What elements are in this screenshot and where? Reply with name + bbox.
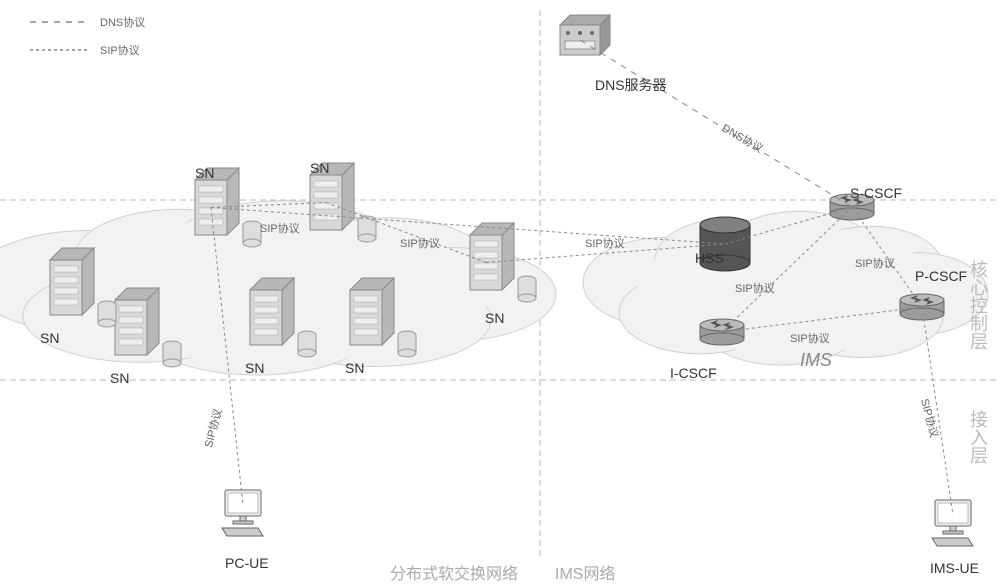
text-label: SIP协议: [100, 42, 140, 58]
text-label: 分布式软交换网络: [390, 560, 518, 584]
text-label: SN: [245, 360, 264, 376]
text-label: HSS: [695, 250, 724, 266]
core-layer-label: 核心控制层: [965, 260, 991, 350]
dns-server: [560, 15, 610, 55]
text-label: IMS网络: [555, 560, 615, 584]
ims: [932, 500, 973, 546]
text-label: DNS协议: [100, 14, 145, 30]
text-label: SN: [195, 165, 214, 181]
text-label: I-CSCF: [670, 365, 717, 381]
text-label: SIP协议: [400, 235, 440, 251]
text-label: PC-UE: [225, 555, 269, 571]
text-label: IMS: [800, 350, 832, 371]
server-sn6: [350, 278, 394, 345]
text-label: SN: [110, 370, 129, 386]
text-label: SIP协议: [260, 220, 300, 236]
text-label: SIP协议: [790, 330, 830, 346]
text-label: SN: [310, 160, 329, 176]
text-label: IMS-UE: [930, 560, 979, 576]
text-label: SIP协议: [735, 280, 775, 296]
server-sn1: [50, 248, 94, 315]
text-label: S-CSCF: [850, 185, 902, 201]
text-label: SN: [40, 330, 59, 346]
server-sn4: [250, 278, 294, 345]
text-label: SIP协议: [585, 235, 625, 251]
server-sn2: [115, 288, 159, 355]
text-label: SN: [345, 360, 364, 376]
pc: [222, 490, 263, 536]
diagram-canvas: [0, 0, 1000, 583]
text-label: P-CSCF: [915, 268, 967, 284]
text-label: SN: [485, 310, 504, 326]
access-layer-label: 接入层: [965, 410, 991, 464]
server-sn7: [470, 223, 514, 290]
text-label: DNS服务器: [595, 75, 667, 95]
text-label: SIP协议: [855, 255, 895, 271]
